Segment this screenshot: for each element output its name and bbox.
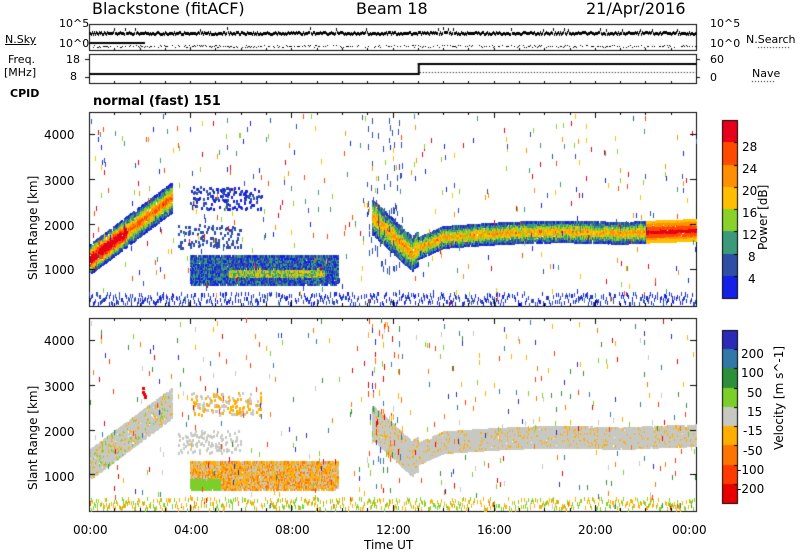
- x-axis-label: Time UT: [364, 538, 414, 552]
- freq-unit-label: [MHz]: [4, 66, 37, 79]
- nsky-label: N.Sky: [5, 33, 37, 46]
- station-title: Blackstone (fitACF): [92, 0, 245, 18]
- freq-label: Freq.: [8, 53, 36, 66]
- nave-label: Nave: [752, 67, 781, 80]
- power-ytick: 3000: [44, 174, 75, 188]
- x-tick: 16:00: [477, 523, 512, 537]
- noise-tick-left-high: 10^5: [59, 17, 90, 30]
- noise-tick-left-low: 10^0: [59, 37, 90, 50]
- x-tick: 12:00: [376, 523, 411, 537]
- power-ylabel: Slant Range [km]: [26, 175, 40, 280]
- velocity-cbar-tick: 15: [747, 405, 763, 419]
- velocity-cbar-tick: -100: [737, 463, 765, 477]
- power-ytick: 2000: [44, 219, 75, 233]
- x-tick: 00:00: [73, 523, 108, 537]
- power-cbar-tick: 12: [742, 228, 758, 242]
- velocity-cbar-label: Velocity [m s^-1]: [772, 345, 786, 450]
- power-cbar-tick: 28: [742, 140, 758, 154]
- power-cbar-tick: 4: [748, 272, 756, 286]
- velocity-cbar-tick: 100: [741, 366, 764, 380]
- power-cbar-tick: 20: [742, 184, 758, 198]
- velocity-cbar-tick: -15: [743, 424, 763, 438]
- velocity-cbar-tick: 200: [741, 347, 764, 361]
- velocity-cbar-tick: 50: [747, 386, 763, 400]
- beam-title: Beam 18: [356, 0, 428, 18]
- power-cbar-tick: 16: [742, 206, 758, 220]
- power-cbar-tick: 8: [748, 250, 756, 264]
- noise-tick-right-low: 10^0: [710, 37, 741, 50]
- velocity-ytick: 4000: [44, 334, 75, 348]
- cpid-text: normal (fast) 151: [93, 94, 221, 109]
- velocity-cbar-tick: -50: [743, 444, 763, 458]
- noise-tick-right-high: 10^5: [710, 17, 741, 30]
- velocity-ylabel: Slant Range [km]: [26, 385, 40, 490]
- velocity-ytick: 1000: [44, 470, 75, 484]
- power-ytick: 1000: [44, 263, 75, 277]
- nsearch-label: N.Search: [746, 33, 796, 46]
- x-tick: 00:00: [672, 523, 707, 537]
- nave-tick-high: 60: [710, 53, 724, 66]
- freq-tick-high: 18: [66, 53, 80, 66]
- velocity-ytick: 2000: [44, 425, 75, 439]
- velocity-cbar-tick: -200: [737, 482, 765, 496]
- date-title: 21/Apr/2016: [586, 0, 686, 18]
- velocity-ytick: 3000: [44, 380, 75, 394]
- x-tick: 08:00: [275, 523, 310, 537]
- cpid-label: CPID: [10, 87, 40, 100]
- nave-tick-low: 0: [710, 71, 717, 84]
- power-ytick: 4000: [44, 128, 75, 142]
- x-tick: 20:00: [578, 523, 613, 537]
- power-cbar-label: Power [dB]: [756, 184, 770, 250]
- power-cbar-tick: 24: [742, 162, 758, 176]
- x-tick: 04:00: [174, 523, 209, 537]
- freq-tick-low: 8: [70, 70, 77, 83]
